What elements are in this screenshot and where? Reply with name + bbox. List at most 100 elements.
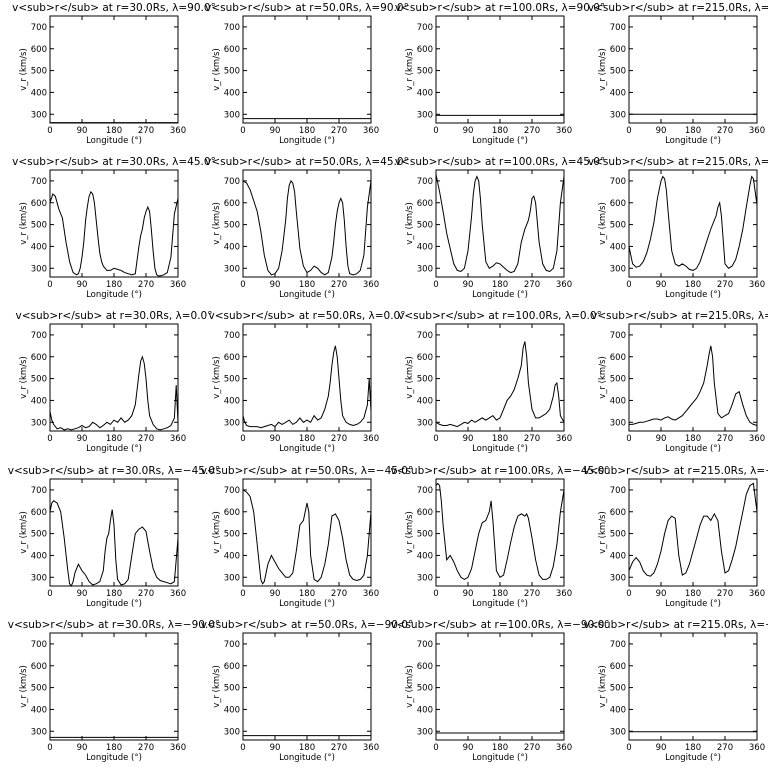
chart-panel: v<sub>r</sub> at r=50.0Rs, λ=−45.0° 0 90 18…: [201, 465, 413, 609]
y-tick-label: 400: [224, 705, 240, 715]
y-tick-label: 300: [417, 573, 433, 583]
y-tick-label: 300: [417, 264, 433, 274]
y-axis-label: v_r (km/s): [405, 48, 415, 91]
chart-title: v<sub>r</sub> at r=50.0Rs, λ=45.0°: [205, 156, 409, 168]
y-tick-label: 700: [610, 486, 626, 496]
x-tick-label: 360: [556, 743, 572, 753]
y-tick-label: 700: [224, 486, 240, 496]
x-axis-label: Longitude (°): [665, 136, 721, 146]
plot-frame: [242, 478, 372, 587]
x-tick-label: 0: [240, 126, 245, 136]
y-tick-label: 300: [417, 727, 433, 737]
x-tick-label: 0: [47, 743, 52, 753]
y-tick-label: 400: [31, 88, 47, 98]
chart-title: v<sub>r</sub> at r=30.0Rs, λ=45.0°: [12, 156, 216, 168]
x-axis-label: Longitude (°): [472, 753, 528, 763]
y-tick-label: 500: [417, 530, 433, 540]
x-tick-label: 360: [556, 434, 572, 444]
y-tick-label: 300: [610, 727, 626, 737]
y-tick-label: 400: [417, 705, 433, 715]
y-tick-label: 500: [224, 530, 240, 540]
x-tick-label: 270: [138, 280, 154, 290]
y-tick-label: 600: [31, 662, 47, 672]
x-axis-label: Longitude (°): [665, 753, 721, 763]
chart-panel: v<sub>r</sub> at r=50.0Rs, λ=90.0° 0 90 180…: [205, 2, 409, 146]
x-tick-label: 0: [240, 434, 245, 444]
y-tick-label: 500: [610, 530, 626, 540]
y-tick-label: 300: [224, 110, 240, 120]
y-axis-label: v_r (km/s): [19, 202, 29, 245]
y-tick-label: 400: [417, 242, 433, 252]
x-tick-label: 0: [47, 280, 52, 290]
x-tick-label: 270: [524, 589, 540, 599]
x-tick-label: 360: [170, 589, 186, 599]
plot-frame: [49, 15, 179, 124]
chart-panel: v<sub>r</sub> at r=100.0Rs, λ=45.0° 0 90 18…: [395, 156, 605, 300]
y-tick-label: 300: [31, 727, 47, 737]
y-tick-label: 700: [31, 177, 47, 187]
series-line: [435, 341, 565, 428]
y-tick-label: 600: [417, 45, 433, 55]
chart-panel: v<sub>r</sub> at r=215.0Rs, λ=90.0° 0 90 18…: [588, 2, 768, 146]
x-tick-label: 360: [749, 434, 765, 444]
y-tick-label: 300: [610, 110, 626, 120]
y-axis-label: v_r (km/s): [598, 48, 608, 91]
x-tick-label: 90: [77, 743, 88, 753]
x-tick-label: 90: [656, 280, 667, 290]
x-tick-label: 180: [106, 280, 122, 290]
y-tick-label: 500: [31, 221, 47, 231]
chart-title: v<sub>r</sub> at r=100.0Rs, λ=45.0°: [395, 156, 605, 168]
x-tick-label: 180: [299, 126, 315, 136]
x-tick-label: 270: [331, 589, 347, 599]
x-tick-label: 90: [463, 126, 474, 136]
y-tick-label: 600: [31, 199, 47, 209]
x-tick-label: 0: [626, 743, 631, 753]
x-tick-label: 180: [299, 280, 315, 290]
x-tick-label: 180: [492, 743, 508, 753]
x-tick-label: 180: [106, 589, 122, 599]
x-tick-label: 360: [556, 589, 572, 599]
y-tick-label: 400: [417, 551, 433, 561]
x-tick-label: 180: [106, 743, 122, 753]
y-tick-label: 500: [31, 684, 47, 694]
x-tick-label: 270: [717, 280, 733, 290]
y-tick-label: 500: [224, 684, 240, 694]
series-line: [242, 179, 372, 276]
y-tick-label: 700: [417, 640, 433, 650]
chart-title: v<sub>r</sub> at r=100.0Rs, λ=90.0°: [395, 2, 605, 14]
chart-panel: v<sub>r</sub> at r=215.0Rs, λ=0.0° 0 90 180…: [591, 310, 768, 454]
x-tick-label: 90: [656, 589, 667, 599]
y-tick-label: 700: [224, 177, 240, 187]
y-tick-label: 600: [610, 662, 626, 672]
x-tick-label: 180: [685, 280, 701, 290]
y-tick-label: 300: [224, 418, 240, 428]
y-tick-label: 700: [31, 486, 47, 496]
y-tick-label: 500: [417, 221, 433, 231]
x-tick-label: 270: [138, 434, 154, 444]
y-tick-label: 700: [417, 177, 433, 187]
x-tick-label: 0: [433, 589, 438, 599]
plot-frame: [628, 478, 758, 587]
plot-frame: [435, 478, 565, 587]
series-line: [628, 175, 758, 271]
y-axis-label: v_r (km/s): [212, 356, 222, 399]
chart-title: v<sub>r</sub> at r=215.0Rs, λ=90.0°: [588, 2, 768, 14]
y-tick-label: 400: [31, 705, 47, 715]
plot-frame: [628, 632, 758, 741]
y-tick-label: 300: [610, 573, 626, 583]
y-tick-label: 700: [610, 23, 626, 33]
series-line: [628, 482, 758, 577]
chart-panel: v<sub>r</sub> at r=30.0Rs, λ=45.0° 0 90 180…: [12, 156, 216, 300]
x-axis-label: Longitude (°): [86, 136, 142, 146]
y-tick-label: 400: [224, 396, 240, 406]
x-axis-label: Longitude (°): [665, 599, 721, 609]
x-tick-label: 360: [363, 743, 379, 753]
x-tick-label: 90: [463, 589, 474, 599]
y-axis-label: v_r (km/s): [19, 511, 29, 554]
x-tick-label: 180: [685, 743, 701, 753]
y-axis-label: v_r (km/s): [212, 48, 222, 91]
y-tick-label: 700: [417, 331, 433, 341]
series-line: [49, 355, 179, 431]
chart-title: v<sub>r</sub> at r=215.0Rs, λ=0.0°: [591, 310, 768, 322]
